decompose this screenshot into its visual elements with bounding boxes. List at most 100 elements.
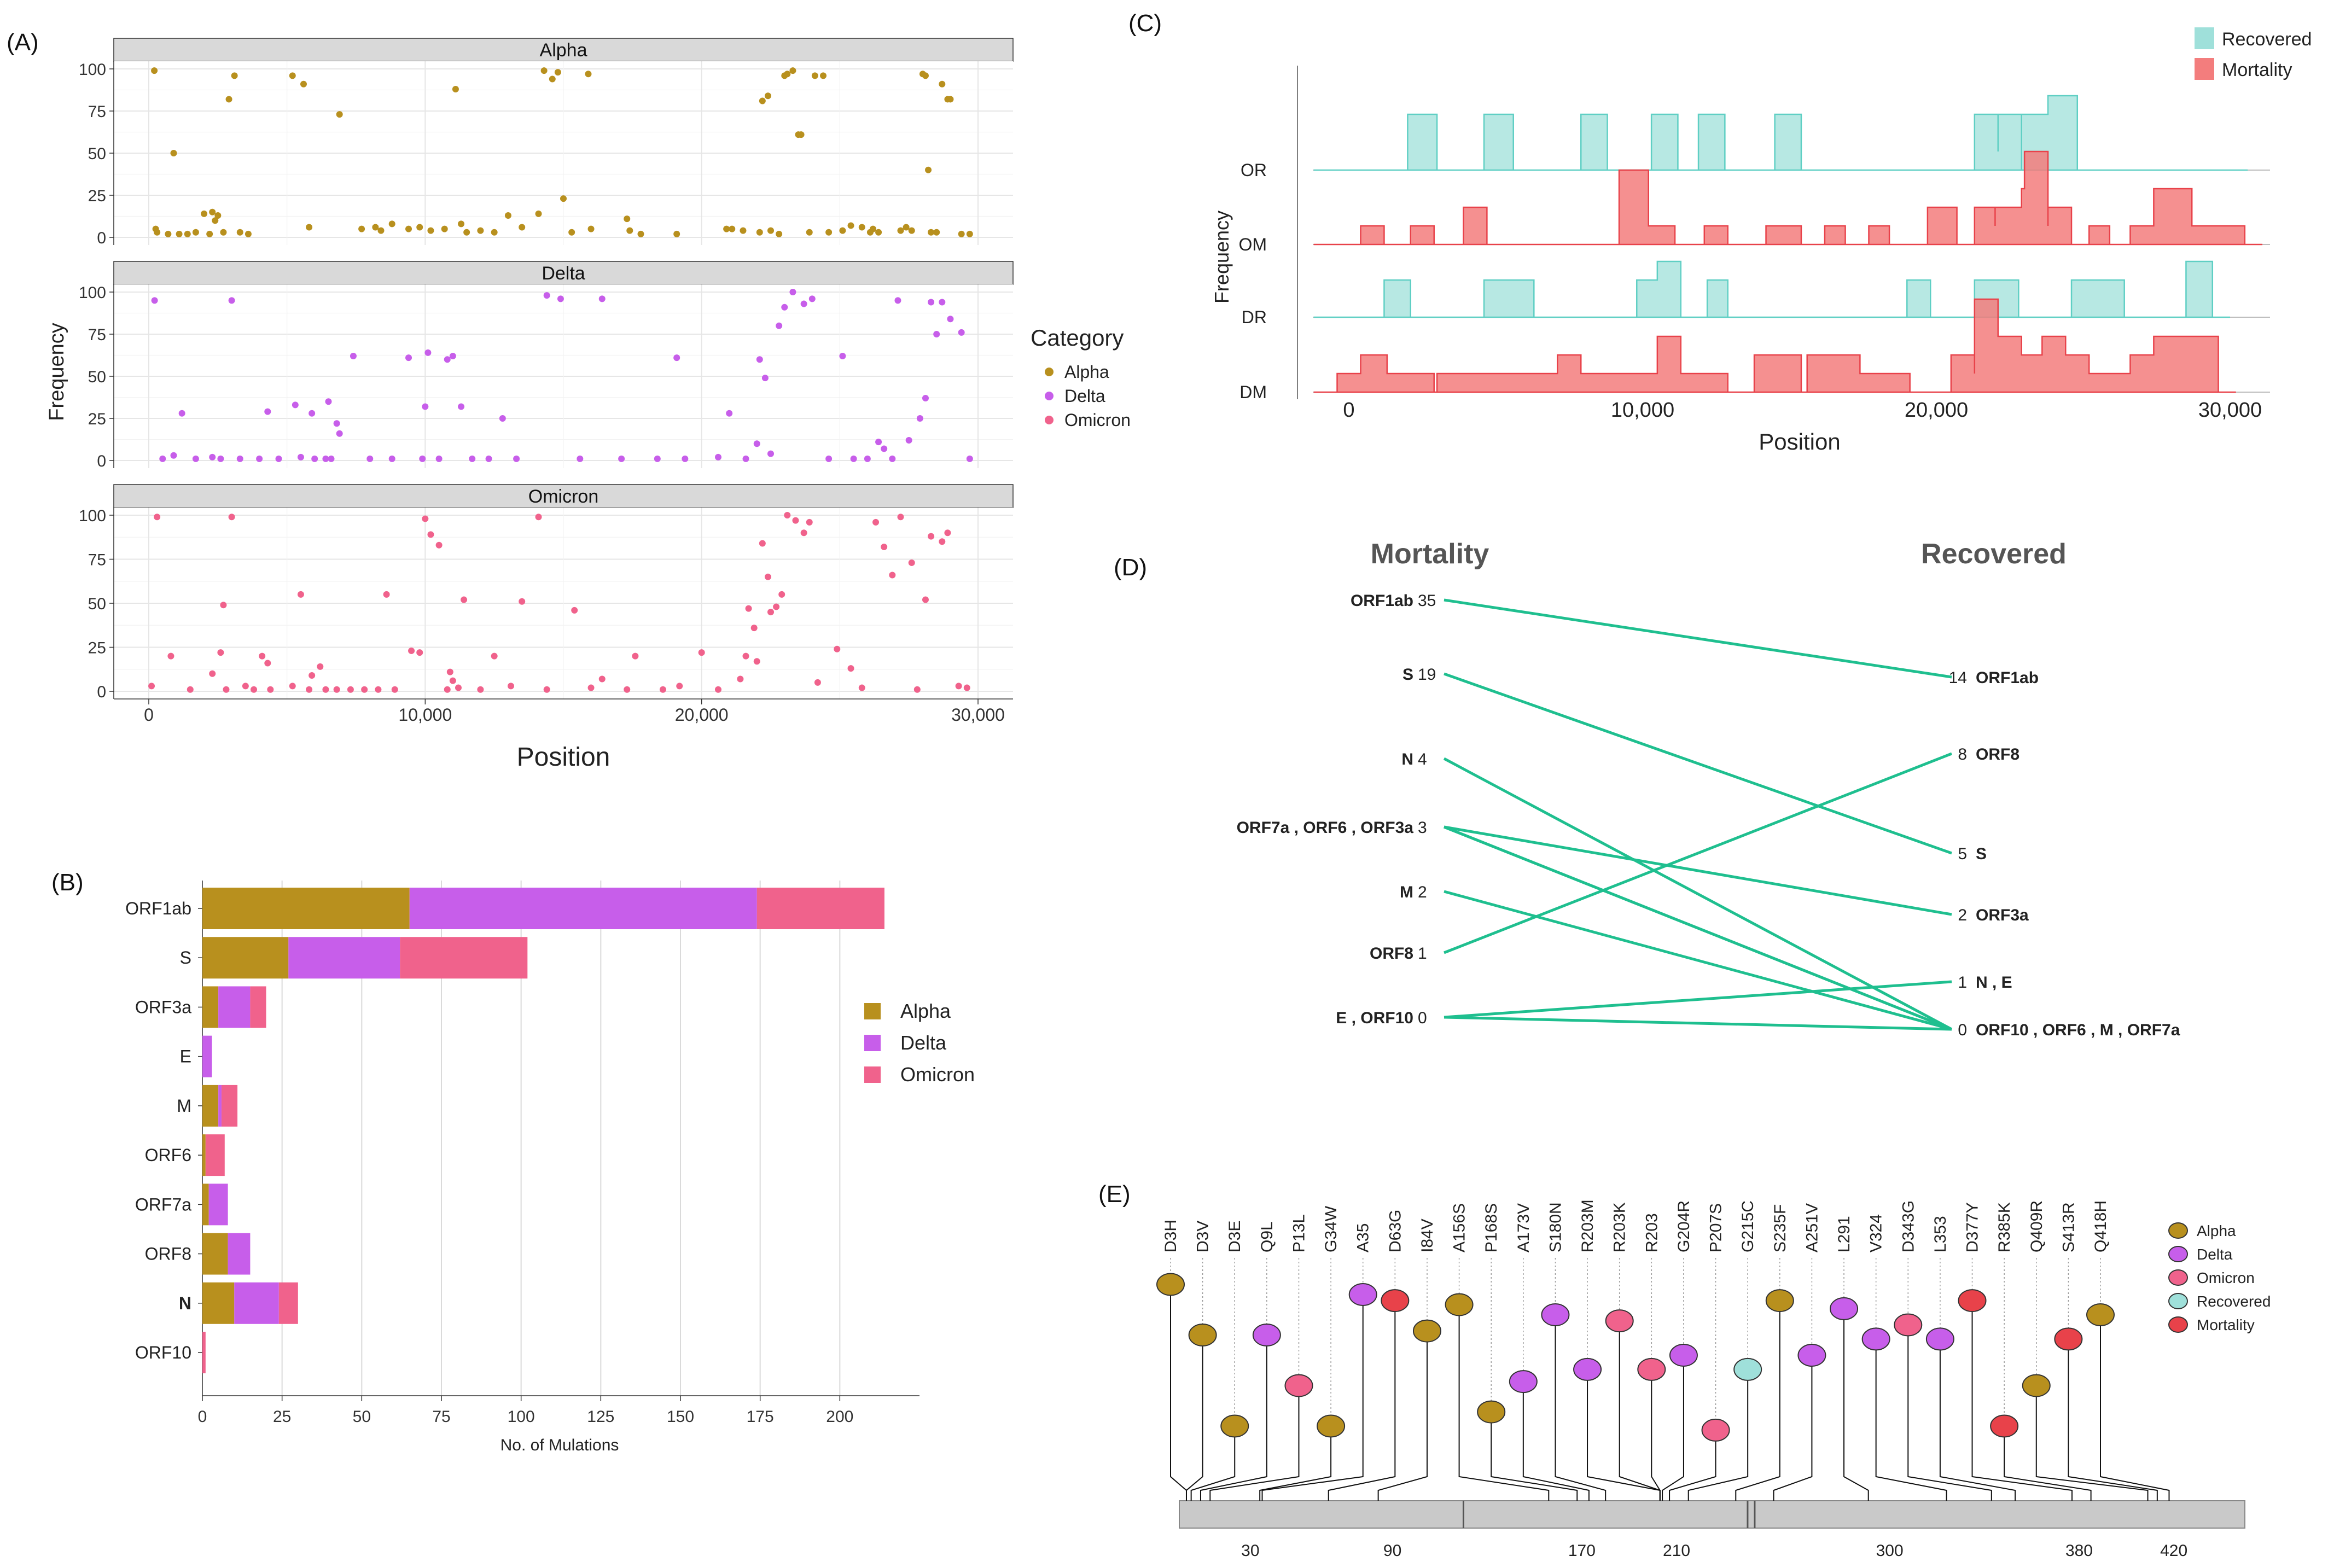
bar-alpha [202,888,410,929]
data-point-omicron [267,686,274,693]
mutation-label: Q409R [2028,1200,2046,1252]
data-point-omicron [745,605,752,612]
data-point-alpha [624,215,631,223]
x-tick-label: 10,000 [1611,399,1674,422]
lollipop-head-alpha [1156,1273,1185,1296]
data-point-delta [714,453,721,461]
legend-swatch-mortality [2168,1316,2188,1333]
mutation-label: A35 [1354,1223,1372,1252]
bar-alpha [202,937,289,979]
data-point-omicron [209,670,216,677]
link-line [1444,825,1952,916]
data-point-alpha [858,224,865,231]
mutation-label: D3E [1226,1221,1244,1252]
data-point-delta [435,455,443,462]
left-value: 35 [1418,592,1436,610]
x-tick-label: 50 [353,1408,371,1426]
lollipop-stem [1200,1346,1267,1501]
data-point-omicron [535,514,542,521]
x-tick-label: 150 [667,1408,694,1426]
data-point-omicron [834,645,841,652]
lollipop-head-alpha [1477,1400,1506,1424]
lollipop-stem [1185,1346,1203,1501]
data-point-omicron [306,686,313,693]
right-gene-label: ORF8 [1976,745,2019,763]
right-value: 0 [1958,1021,1967,1039]
data-point-delta [839,353,846,360]
data-point-alpha [626,227,633,234]
legend-swatch-alpha [1045,368,1054,376]
legend-label-alpha: Alpha [2197,1222,2236,1239]
data-point-omicron [750,625,758,632]
lollipop-head-delta [1925,1327,1954,1351]
lollipop-stem [1669,1441,1716,1501]
data-point-omicron [461,596,468,603]
lollipop-head-delta [1252,1324,1281,1347]
data-point-omicron [289,683,296,690]
panel-label-e: (E) [1098,1181,1131,1208]
lollipop-stem [1328,1311,1396,1501]
lollipop-head-omicron [1284,1374,1313,1397]
data-point-delta [419,455,426,462]
lollipop-head-delta [1573,1357,1602,1381]
data-point-alpha [463,229,470,236]
lollipop-stem [1261,1305,1364,1501]
x-tick-label: 30,000 [2198,399,2262,422]
left-value: 19 [1418,666,1436,684]
data-point-alpha [673,230,680,237]
right-gene-label: S [1976,845,1987,863]
data-point-delta [682,455,689,462]
lollipop-stem [1587,1380,1661,1501]
data-point-delta [789,289,796,295]
data-point-alpha [776,230,783,237]
column-title-mortality: Mortality [1371,538,1489,570]
data-point-omicron [889,572,896,579]
data-point-omicron [778,591,785,598]
data-point-alpha [231,72,238,79]
data-point-alpha [388,220,395,228]
left-gene-label: ORF7a , ORF6 , ORF3a [1237,819,1414,837]
bar-delta [234,1282,279,1324]
data-point-delta [543,292,550,299]
data-point-alpha [165,230,172,237]
legend-label-delta: Delta [2197,1246,2233,1263]
data-point-delta [405,354,412,362]
data-point-alpha [458,220,465,228]
data-point-alpha [245,230,252,237]
bar-alpha [202,1233,228,1275]
mutation-label: S235F [1771,1204,1789,1252]
data-point-delta [422,403,429,410]
y-tick-label: 100 [79,507,106,525]
data-point-delta [424,349,432,356]
mutation-label: R203 [1643,1213,1661,1252]
data-point-delta [947,316,954,323]
y-tick-label: 100 [79,284,106,302]
bar-omicron [756,888,884,929]
mutation-label: A173V [1515,1203,1533,1252]
lollipop-head-mortality [2054,1327,2083,1351]
data-point-omicron [792,517,799,524]
bar-delta [218,1085,222,1127]
data-point-omicron [571,607,578,614]
data-point-omicron [449,677,456,684]
density-om [1313,150,2263,246]
bar-delta [202,1035,212,1077]
data-point-delta [217,455,224,462]
lollipop-stem [1735,1311,1780,1501]
bar-omicron [202,1332,206,1373]
bar-delta [409,888,757,929]
lollipop-stem [1687,1380,1749,1501]
data-point-alpha [820,72,827,79]
category-label: S [180,948,191,967]
mutation-label: I84V [1418,1219,1436,1252]
data-point-delta [850,455,857,462]
legend-swatch-alpha [864,1003,881,1019]
data-point-delta [328,455,335,462]
data-point-delta [673,354,680,362]
bar-omicron [205,1134,225,1176]
data-point-alpha [236,229,243,236]
bar-omicron [250,986,266,1028]
data-point-delta [178,410,185,417]
data-point-omicron [800,529,807,537]
data-point-delta [761,375,769,382]
